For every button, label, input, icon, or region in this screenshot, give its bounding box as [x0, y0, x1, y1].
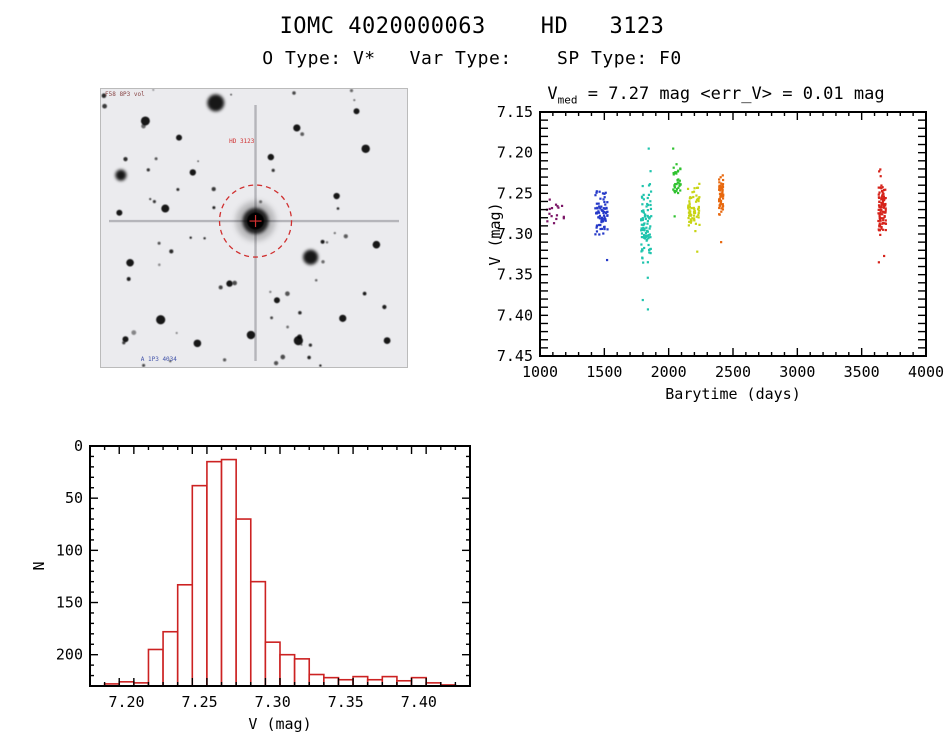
finding-chart-image: F58 8P3 vol HD 3123 A 1P3 4034	[100, 88, 408, 368]
svg-text:1000: 1000	[522, 363, 558, 381]
x-axis-title: V (mag)	[248, 715, 311, 733]
svg-text:1500: 1500	[586, 363, 622, 381]
svg-text:50: 50	[65, 489, 83, 507]
page-subtitle: O Type: V* Var Type: SP Type: F0	[262, 48, 682, 69]
lightcurve-title-sub: med	[557, 93, 578, 107]
y-axis-title: N	[30, 561, 48, 570]
svg-text:3500: 3500	[844, 363, 880, 381]
svg-text:7.40: 7.40	[401, 693, 437, 711]
lightcurve-title-rest: = 7.27 mag <err_V> = 0.01 mag	[577, 84, 885, 104]
svg-text:7.25: 7.25	[182, 693, 218, 711]
axis-labels: 7.20 7.25 7.30 7.35 7.40 0 50 100 150 200 V (mag) N	[30, 437, 437, 733]
page-title: IOMC 4020000063 HD 3123	[279, 14, 665, 39]
svg-text:7.30: 7.30	[255, 693, 291, 711]
plot-frame	[89, 445, 471, 687]
svg-text:4000: 4000	[908, 363, 944, 381]
finding-chart-corner-label: F58 8P3 vol	[105, 91, 145, 98]
field-stars	[101, 89, 387, 367]
svg-text:3000: 3000	[779, 363, 815, 381]
plot-frame	[539, 111, 927, 357]
svg-text:0: 0	[74, 437, 83, 455]
histogram-bars	[103, 458, 457, 687]
y-axis-title: V (mag)	[486, 202, 504, 265]
svg-text:2000: 2000	[651, 363, 687, 381]
svg-text:7.20: 7.20	[108, 693, 144, 711]
svg-text:2500: 2500	[715, 363, 751, 381]
svg-text:100: 100	[56, 541, 83, 559]
finding-chart-bottom-label: A 1P3 4034	[140, 356, 177, 363]
finding-chart-target-label: HD 3123	[229, 138, 255, 145]
axis-ticks	[539, 111, 927, 357]
svg-text:7.15: 7.15	[497, 103, 533, 121]
lightcurve-title: Vmed = 7.27 mag <err_V> = 0.01 mag	[492, 84, 940, 106]
magnitude-histogram-plot: 7.20 7.25 7.30 7.35 7.40 0 50 100 150 200 V (mag) N	[30, 437, 471, 733]
lightcurve-data-points	[545, 147, 888, 311]
target-marker	[218, 184, 293, 258]
svg-text:150: 150	[56, 594, 83, 612]
svg-text:7.35: 7.35	[328, 693, 364, 711]
svg-text:7.45: 7.45	[497, 347, 533, 365]
svg-text:7.35: 7.35	[497, 266, 533, 284]
star-field	[101, 89, 407, 367]
axis-labels: 1000 1500 2000 2500 3000 3500 4000 7.15 7.20 7.25…	[486, 103, 944, 403]
svg-text:7.30: 7.30	[497, 225, 533, 243]
svg-text:7.20: 7.20	[497, 144, 533, 162]
svg-text:200: 200	[56, 646, 83, 664]
lightcurve-title-prefix: V	[547, 84, 558, 104]
x-axis-title: Barytime (days)	[665, 385, 800, 403]
lightcurve-plot: 1000 1500 2000 2500 3000 3500 4000 7.15 7.20 7.25…	[486, 103, 944, 403]
svg-text:7.40: 7.40	[497, 306, 533, 324]
svg-text:7.25: 7.25	[497, 184, 533, 202]
